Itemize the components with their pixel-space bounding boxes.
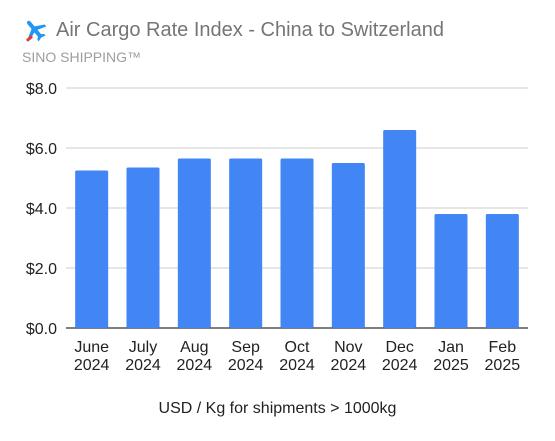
bar [485, 214, 519, 328]
y-tick-label: $6.0 [26, 141, 57, 158]
y-tick-label: $2.0 [26, 261, 57, 278]
airplane-icon [26, 20, 47, 42]
bar [229, 158, 263, 328]
x-tick-label: July 2024 [125, 339, 161, 374]
chart-subtitle: SINO SHIPPING™ [22, 49, 142, 65]
x-tick-label: Jan 2025 [433, 339, 469, 374]
x-tick-label: Aug 2024 [177, 339, 213, 374]
bar [280, 158, 314, 328]
bar [331, 163, 365, 328]
y-tick-label: $0.0 [26, 321, 57, 338]
chart-title: Air Cargo Rate Index - China to Switzerl… [56, 18, 444, 41]
title-row: Air Cargo Rate Index - China to Switzerl… [22, 17, 444, 43]
x-tick-label: Sep 2024 [228, 339, 264, 374]
y-tick-label: $8.0 [26, 81, 57, 98]
bar [383, 130, 417, 328]
x-tick-label: June 2024 [74, 339, 110, 374]
x-tick-label: Oct 2024 [279, 339, 315, 374]
y-tick-label: $4.0 [26, 201, 57, 218]
x-tick-label: Feb 2025 [485, 339, 521, 374]
bar [434, 214, 468, 328]
x-tick-label: Nov 2024 [331, 339, 367, 374]
x-tick-label: Dec 2024 [382, 339, 418, 374]
x-axis-title: USD / Kg for shipments > 1000kg [158, 400, 397, 417]
bar [177, 158, 211, 328]
bar [75, 170, 109, 328]
bar [126, 167, 160, 328]
